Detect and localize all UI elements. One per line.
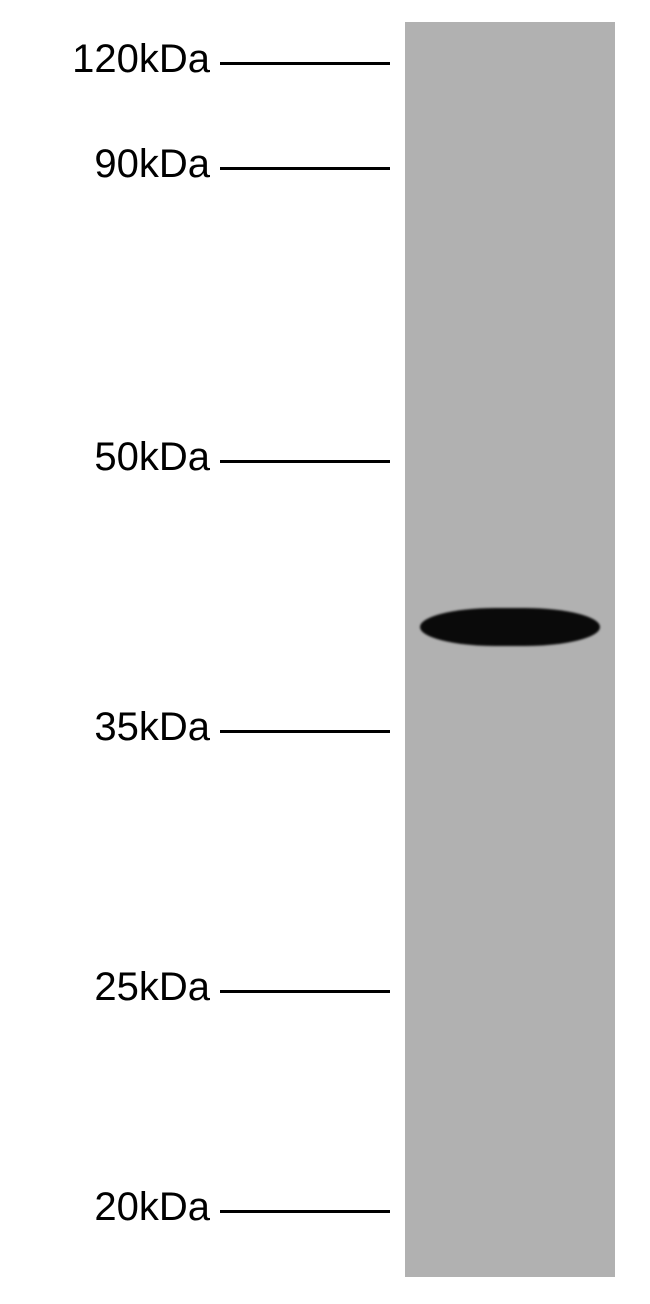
ladder-tick	[220, 730, 390, 733]
ladder-tick	[220, 62, 390, 65]
ladder-tick	[220, 990, 390, 993]
ladder-label: 25kDa	[94, 965, 210, 1010]
gel-lane	[405, 22, 615, 1277]
ladder-label: 20kDa	[94, 1185, 210, 1230]
ladder-label: 50kDa	[94, 435, 210, 480]
ladder-tick	[220, 167, 390, 170]
blot-figure: 120kDa 90kDa 50kDa 35kDa 25kDa 20kDa	[0, 0, 650, 1304]
ladder-label: 120kDa	[72, 37, 210, 82]
ladder-label: 90kDa	[94, 142, 210, 187]
ladder-tick	[220, 460, 390, 463]
ladder-label: 35kDa	[94, 705, 210, 750]
ladder-tick	[220, 1210, 390, 1213]
protein-band	[420, 608, 600, 646]
